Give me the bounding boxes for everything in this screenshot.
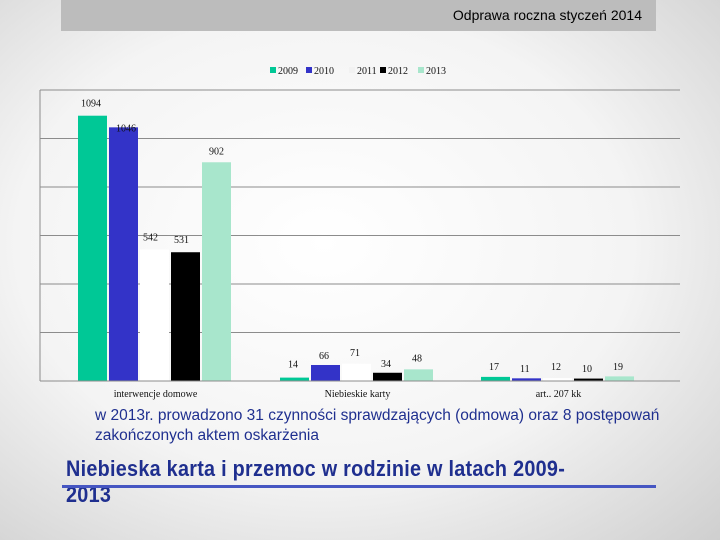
chart-note: w 2013r. prowadzono 31 czynności sprawdz…: [95, 407, 660, 444]
data-label: 17: [489, 362, 499, 373]
bar-2013-1: [202, 162, 231, 381]
bar-2009-1: [78, 115, 107, 381]
bar-2010-1: [109, 127, 138, 381]
title-bar: Odprawa roczna styczeń 2014: [61, 0, 656, 31]
legend-label-2010: 2010: [314, 66, 334, 77]
data-label: 531: [174, 235, 189, 246]
bar-2012-2: [373, 372, 402, 381]
title-underline: [62, 485, 656, 488]
data-label: 71: [350, 348, 360, 359]
legend-swatch-2012: [380, 67, 386, 73]
legend-label-2011: 2011: [357, 66, 377, 77]
data-label: 1094: [81, 99, 101, 110]
legend-swatch-2011: [349, 67, 355, 73]
bar-2010-2: [311, 364, 340, 381]
data-label: 12: [551, 362, 561, 373]
bar-chart: 1094 1046 542 531 902 interwencje domowe 14 66 7…: [39, 66, 680, 400]
bar-2013-3: [605, 376, 634, 381]
bar-2011-2: [342, 363, 371, 381]
data-label: 11: [520, 364, 530, 375]
x-tick-label: art.. 207 kk: [536, 389, 582, 400]
data-label: 902: [209, 146, 224, 157]
data-label: 19: [613, 362, 623, 373]
data-label: 10: [582, 364, 592, 375]
bar-2011-3: [543, 378, 572, 381]
data-label: 66: [319, 351, 329, 362]
bar-2012-1: [171, 252, 200, 381]
data-label: 48: [412, 353, 422, 364]
data-label: 34: [381, 359, 391, 370]
data-label: 1046: [116, 123, 136, 134]
legend-label-2013: 2013: [426, 66, 446, 77]
bar-2010-3: [512, 378, 541, 381]
bar-2012-3: [574, 378, 603, 381]
bar-2009-2: [280, 377, 309, 381]
legend-swatch-2013: [418, 67, 424, 73]
legend-label-2009: 2009: [278, 66, 298, 77]
x-tick-label: interwencje domowe: [114, 389, 198, 400]
header-title: Odprawa roczna styczeń 2014: [452, 7, 642, 23]
data-label: 14: [288, 360, 298, 371]
x-tick-label: Niebieskie karty: [325, 389, 391, 400]
bar-2009-3: [481, 376, 510, 381]
bar-2011-1: [140, 249, 169, 381]
legend-swatch-2010: [306, 67, 312, 73]
data-label: 542: [143, 233, 158, 244]
legend-swatch-2009: [270, 67, 276, 73]
slide-title: Niebieska karta i przemoc w rodzinie w l…: [66, 456, 566, 507]
bar-2013-2: [404, 369, 433, 381]
legend-label-2012: 2012: [388, 66, 408, 77]
